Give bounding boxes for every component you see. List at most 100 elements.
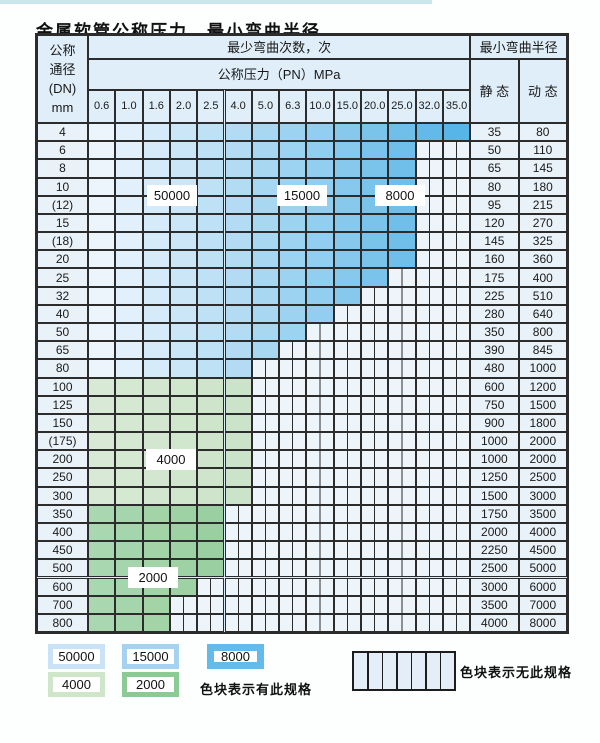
no-spec-cell: [415, 213, 443, 233]
cycle-zone-cell: [142, 141, 170, 160]
cycle-zone-cell: [333, 232, 361, 251]
static-radius-cell: 35: [470, 123, 519, 142]
cycle-zone-cell: [88, 450, 116, 469]
cycle-zone-cell: [279, 232, 307, 251]
dn-cell: (12): [37, 195, 88, 214]
no-spec-cell: [251, 359, 280, 378]
cycle-zone-cell: [88, 159, 116, 178]
cycle-zone-cell: [197, 250, 225, 269]
cycle-zone-cell: [197, 141, 225, 160]
cycle-zone-cell: [279, 322, 307, 342]
dn-cell: (175): [37, 432, 88, 451]
cycle-zone-cell: [142, 250, 170, 269]
no-spec-cell: [306, 468, 334, 487]
legend-chip-15000: 15000: [122, 644, 179, 669]
no-spec-cell: [169, 595, 198, 614]
cycle-zone-cell: [142, 213, 170, 233]
cycle-zone-cell: [279, 159, 307, 178]
cycle-count-label: 15000: [277, 184, 327, 206]
legend-has-spec-text: 色块表示有此规格: [200, 682, 313, 697]
cycle-zone-cell: [224, 195, 252, 214]
cycle-zone-cell: [388, 141, 416, 160]
cycle-zone-cell: [88, 123, 116, 142]
no-spec-cell: [251, 395, 280, 414]
cycle-zone-cell: [88, 468, 116, 487]
static-radius-cell: 600: [470, 377, 519, 396]
no-spec-cell: [279, 377, 307, 396]
cycle-zone-cell: [197, 286, 225, 305]
cycle-zone-cell: [88, 195, 116, 214]
cycle-zone-cell: [142, 268, 170, 287]
no-spec-cell: [388, 559, 416, 578]
cycle-zone-cell: [279, 213, 307, 233]
cycle-zone-cell: [224, 359, 252, 378]
pressure-value-header: 20.0: [361, 90, 389, 123]
legend-chip-8000: 8000: [207, 644, 264, 669]
no-spec-cell: [388, 522, 416, 542]
no-spec-cell: [306, 413, 334, 433]
cycle-zone-cell: [224, 232, 252, 251]
cycle-zone-cell: [142, 377, 170, 396]
cycle-zone-cell: [224, 468, 252, 487]
dynamic-radius-cell: 145: [518, 159, 567, 178]
cycle-zone-cell: [197, 304, 225, 323]
dn-cell: 150: [37, 413, 88, 433]
no-spec-cell: [224, 613, 252, 633]
cycle-zone-cell: [197, 177, 225, 196]
no-spec-cell: [251, 486, 280, 505]
no-spec-cell: [388, 322, 416, 342]
no-spec-cell: [361, 450, 389, 469]
cycle-zone-cell: [306, 141, 334, 160]
static-radius-cell: 1250: [470, 468, 519, 487]
dynamic-radius-cell: 8000: [518, 613, 567, 633]
no-spec-cell: [251, 595, 280, 614]
dn-cell: 700: [37, 595, 88, 614]
static-radius-cell: 65: [470, 159, 519, 178]
cycle-zone-cell: [442, 123, 471, 142]
static-radius-cell: 225: [470, 286, 519, 305]
no-spec-cell: [279, 613, 307, 633]
cycle-zone-cell: [415, 123, 443, 142]
cycle-zone-cell: [169, 468, 198, 487]
cycle-zone-cell: [88, 268, 116, 287]
no-spec-cell: [251, 559, 280, 578]
no-spec-cell: [333, 613, 361, 633]
no-spec-cell: [169, 613, 198, 633]
dynamic-radius-cell: 2500: [518, 468, 567, 487]
no-spec-cell: [279, 432, 307, 451]
cycle-zone-cell: [306, 159, 334, 178]
dn-cell: 4: [37, 123, 88, 142]
cycle-zone-cell: [197, 432, 225, 451]
static-radius-cell: 145: [470, 232, 519, 251]
no-spec-cell: [251, 541, 280, 560]
no-spec-cell: [224, 504, 252, 523]
cycle-count-label: 50000: [147, 184, 197, 206]
dynamic-radius-cell: 1200: [518, 377, 567, 396]
dynamic-radius-cell: 215: [518, 195, 567, 214]
cycle-zone-cell: [115, 413, 143, 433]
no-spec-cell: [388, 432, 416, 451]
cycle-zone-cell: [115, 123, 143, 142]
no-spec-cell: [306, 450, 334, 469]
cycle-zone-cell: [88, 432, 116, 451]
no-spec-cell: [224, 541, 252, 560]
cycle-zone-cell: [142, 595, 170, 614]
no-spec-cell: [442, 468, 471, 487]
cycle-zone-cell: [169, 286, 198, 305]
dn-cell: 400: [37, 522, 88, 542]
dynamic-radius-cell: 400: [518, 268, 567, 287]
cycle-zone-cell: [361, 250, 389, 269]
static-radius-cell: 1500: [470, 486, 519, 505]
no-spec-cell: [388, 286, 416, 305]
cycle-count-label: 2000: [128, 566, 178, 588]
no-spec-cell: [279, 450, 307, 469]
cycle-zone-cell: [169, 413, 198, 433]
no-spec-cell: [333, 322, 361, 342]
dynamic-radius-cell: 180: [518, 177, 567, 196]
dn-cell: 200: [37, 450, 88, 469]
static-radius-cell: 80: [470, 177, 519, 196]
cycle-zone-cell: [115, 213, 143, 233]
cycle-zone-cell: [361, 268, 389, 287]
cycle-zone-cell: [115, 595, 143, 614]
no-spec-cell: [442, 159, 471, 178]
